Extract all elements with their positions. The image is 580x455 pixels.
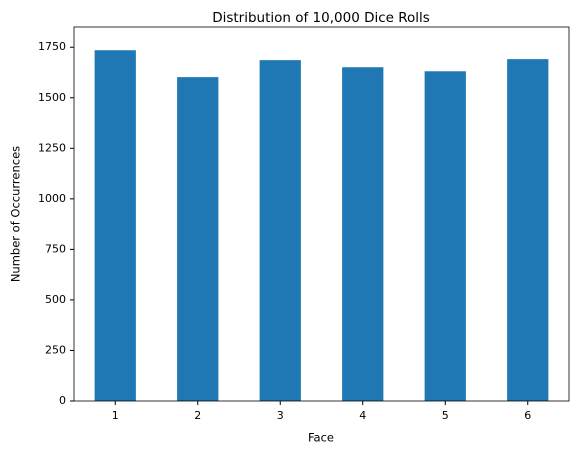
chart-title: Distribution of 10,000 Dice Rolls: [212, 10, 430, 26]
bar: [507, 59, 549, 401]
plot-frame: [73, 26, 570, 402]
y-tick-label: 1250: [38, 141, 66, 154]
bar: [94, 50, 136, 401]
x-tick-label: 4: [359, 409, 366, 422]
bar: [424, 71, 466, 402]
bar: [342, 67, 384, 401]
x-tick-label: 2: [194, 409, 201, 422]
y-tick-label: 1000: [38, 192, 66, 205]
y-axis-label: Number of Occurrences: [9, 146, 23, 282]
y-tick-label: 750: [45, 242, 66, 255]
x-axis-label: Face: [308, 431, 334, 445]
x-tick-label: 1: [112, 409, 119, 422]
y-tick-label: 500: [45, 293, 66, 306]
bar: [177, 77, 219, 401]
y-tick-label: 1750: [38, 40, 66, 53]
bar: [259, 60, 301, 401]
x-tick-label: 5: [442, 409, 449, 422]
y-tick-label: 0: [59, 394, 66, 407]
x-tick-label: 6: [524, 409, 531, 422]
x-tick-label: 3: [277, 409, 284, 422]
y-tick-label: 250: [45, 343, 66, 356]
y-tick-label: 1500: [38, 91, 66, 104]
